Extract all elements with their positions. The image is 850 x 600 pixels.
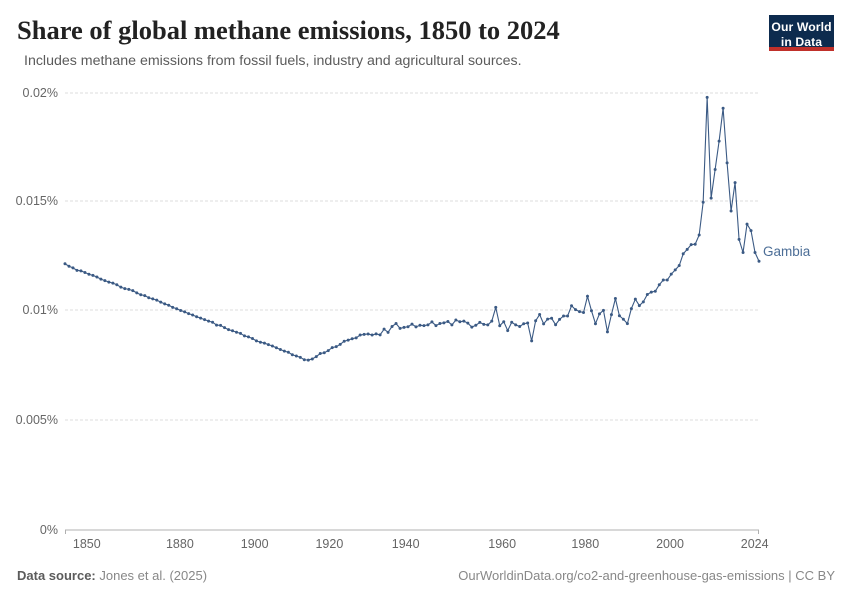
svg-text:1940: 1940 [392, 537, 420, 551]
svg-text:0.01%: 0.01% [23, 303, 58, 317]
svg-text:1880: 1880 [166, 537, 194, 551]
svg-text:0%: 0% [40, 523, 58, 537]
svg-text:0.02%: 0.02% [23, 86, 58, 100]
svg-text:1900: 1900 [241, 537, 269, 551]
svg-text:0.005%: 0.005% [16, 413, 58, 427]
svg-text:2024: 2024 [741, 537, 769, 551]
svg-text:1960: 1960 [488, 537, 516, 551]
svg-text:1850: 1850 [73, 537, 101, 551]
svg-text:2000: 2000 [656, 537, 684, 551]
svg-text:0.015%: 0.015% [16, 194, 58, 208]
svg-text:Gambia: Gambia [763, 244, 811, 259]
svg-text:1920: 1920 [315, 537, 343, 551]
svg-text:1980: 1980 [571, 537, 599, 551]
